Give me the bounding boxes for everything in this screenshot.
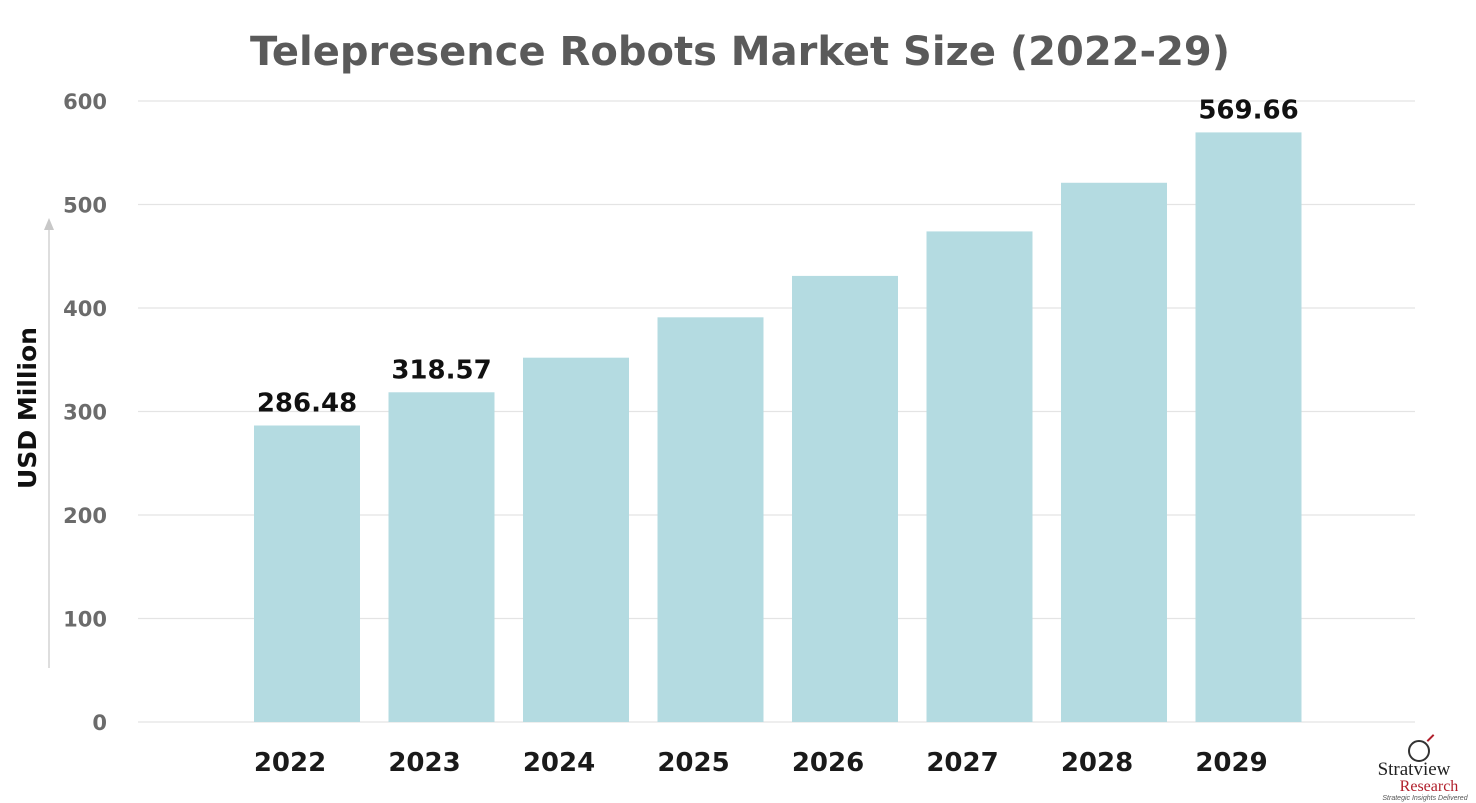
data-label-2029: 569.66: [1198, 95, 1298, 125]
data-label-2022: 286.48: [257, 388, 357, 418]
x-tick-label-2028: 2028: [1061, 748, 1133, 778]
y-tick-label: 600: [63, 90, 107, 114]
x-tick-label-2025: 2025: [657, 748, 729, 778]
y-tick-label: 500: [63, 194, 107, 218]
bar-2025: [657, 317, 764, 722]
x-tick-label-2023: 2023: [388, 748, 460, 778]
x-tick-label-2024: 2024: [523, 748, 595, 778]
chart-title: Telepresence Robots Market Size (2022-29…: [250, 29, 1230, 75]
logo-name: Stratview: [1377, 759, 1451, 780]
data-label-2023: 318.57: [391, 355, 491, 385]
y-axis-ticks: 0 100 200 300 400 500 600: [63, 90, 107, 735]
stratview-logo: Stratview Research Strategic Insights De…: [1352, 738, 1476, 802]
bars: [254, 132, 1302, 722]
y-axis-arrowhead: [44, 218, 54, 230]
bar-2022: [254, 425, 360, 722]
bar-2023: [388, 392, 495, 722]
x-tick-label-2029: 2029: [1195, 748, 1267, 778]
y-tick-label: 400: [63, 297, 107, 321]
x-axis-ticks: 2022 2023 2024 2025 2026 2027 2028 2029: [254, 748, 1268, 778]
data-labels: 286.48 318.57 569.66: [257, 95, 1299, 418]
y-tick-label: 0: [92, 711, 107, 735]
y-tick-label: 300: [63, 401, 107, 425]
y-axis-label: USD Million: [13, 327, 42, 489]
bar-2024: [523, 357, 629, 722]
y-tick-label: 200: [63, 504, 107, 528]
x-tick-label-2022: 2022: [254, 748, 326, 778]
logo-sub: Research: [1399, 778, 1459, 795]
x-tick-label-2027: 2027: [926, 748, 998, 778]
x-tick-label-2026: 2026: [792, 748, 864, 778]
y-tick-label: 100: [63, 608, 107, 632]
bar-2027: [926, 231, 1033, 722]
bar-2026: [792, 275, 898, 722]
logo-tagline: Strategic Insights Delivered: [1382, 795, 1468, 802]
bar-2028: [1061, 182, 1167, 722]
magnifier-icon: [1408, 740, 1430, 762]
bar-2029: [1195, 132, 1302, 722]
